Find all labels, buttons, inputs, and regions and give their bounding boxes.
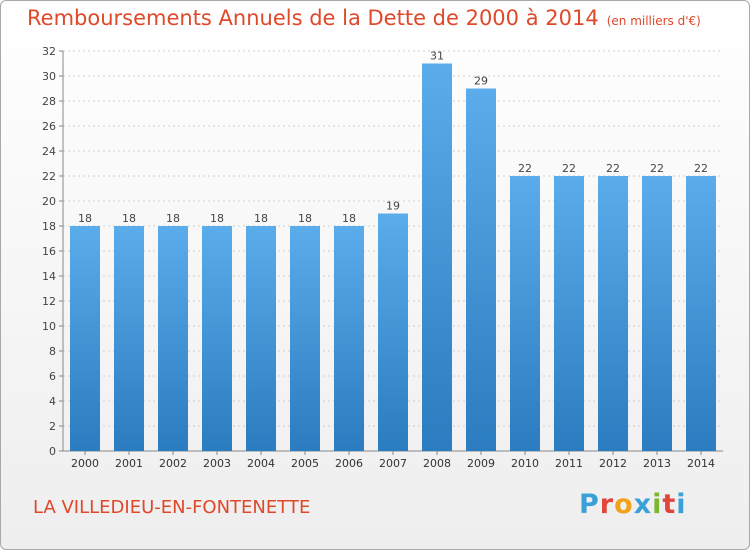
x-tick-label: 2003: [203, 457, 231, 470]
bar: [422, 63, 452, 451]
bar-value-label: 18: [298, 212, 312, 225]
y-tick-label: 26: [42, 120, 56, 133]
bar: [378, 213, 408, 451]
y-tick-label: 4: [49, 395, 56, 408]
bar: [686, 176, 716, 451]
bar: [158, 226, 188, 451]
y-tick-label: 22: [42, 170, 56, 183]
bar-value-label: 31: [430, 50, 444, 63]
x-tick-label: 2004: [247, 457, 275, 470]
proxiti-logo: Proxiti: [579, 489, 687, 520]
x-tick-label: 2013: [643, 457, 671, 470]
bar: [114, 226, 144, 451]
y-tick-label: 16: [42, 245, 56, 258]
x-tick-label: 2010: [511, 457, 539, 470]
x-tick-label: 2005: [291, 457, 319, 470]
bar: [598, 176, 628, 451]
x-tick-label: 2009: [467, 457, 495, 470]
x-tick-label: 2014: [687, 457, 715, 470]
bar: [290, 226, 320, 451]
bar: [202, 226, 232, 451]
bar-value-label: 22: [518, 162, 532, 175]
x-tick-label: 2008: [423, 457, 451, 470]
bar: [246, 226, 276, 451]
x-tick-label: 2006: [335, 457, 363, 470]
bar-value-label: 29: [474, 75, 488, 88]
x-tick-label: 2011: [555, 457, 583, 470]
bar-value-label: 18: [254, 212, 268, 225]
y-tick-label: 30: [42, 70, 56, 83]
bar: [466, 88, 496, 451]
bar: [334, 226, 364, 451]
bar-value-label: 18: [210, 212, 224, 225]
bar-value-label: 22: [562, 162, 576, 175]
logo-letter: t: [662, 489, 677, 520]
y-tick-label: 0: [49, 445, 56, 458]
y-tick-label: 20: [42, 195, 56, 208]
logo-letter: o: [614, 489, 634, 520]
chart-title-unit: (en milliers d'€): [606, 14, 701, 28]
x-tick-label: 2000: [71, 457, 99, 470]
y-tick-label: 14: [42, 270, 56, 283]
commune-name: LA VILLEDIEU-EN-FONTENETTE: [33, 497, 311, 518]
bar: [70, 226, 100, 451]
chart-title-text: Remboursements Annuels de la Dette de 20…: [27, 6, 599, 30]
logo-letter: i: [676, 489, 687, 520]
y-tick-label: 12: [42, 295, 56, 308]
logo-letter: x: [633, 489, 653, 520]
logo-letter: i: [652, 489, 663, 520]
y-tick-label: 28: [42, 95, 56, 108]
y-tick-label: 8: [49, 345, 56, 358]
bar-value-label: 22: [606, 162, 620, 175]
x-tick-label: 2012: [599, 457, 627, 470]
x-tick-label: 2001: [115, 457, 143, 470]
y-tick-label: 10: [42, 320, 56, 333]
logo-letter: r: [599, 489, 615, 520]
y-tick-label: 32: [42, 45, 56, 58]
y-tick-label: 24: [42, 145, 56, 158]
y-tick-label: 6: [49, 370, 56, 383]
bar: [554, 176, 584, 451]
x-tick-label: 2002: [159, 457, 187, 470]
bar-value-label: 22: [694, 162, 708, 175]
bar: [510, 176, 540, 451]
bar-value-label: 22: [650, 162, 664, 175]
bar-value-label: 18: [166, 212, 180, 225]
bar: [642, 176, 672, 451]
y-tick-label: 2: [49, 420, 56, 433]
x-tick-label: 2007: [379, 457, 407, 470]
bar-value-label: 18: [78, 212, 92, 225]
chart-title: Remboursements Annuels de la Dette de 20…: [27, 6, 701, 30]
y-tick-label: 18: [42, 220, 56, 233]
bar-value-label: 18: [122, 212, 136, 225]
logo-letter: P: [579, 489, 600, 520]
bar-value-label: 18: [342, 212, 356, 225]
bar-value-label: 19: [386, 200, 400, 213]
